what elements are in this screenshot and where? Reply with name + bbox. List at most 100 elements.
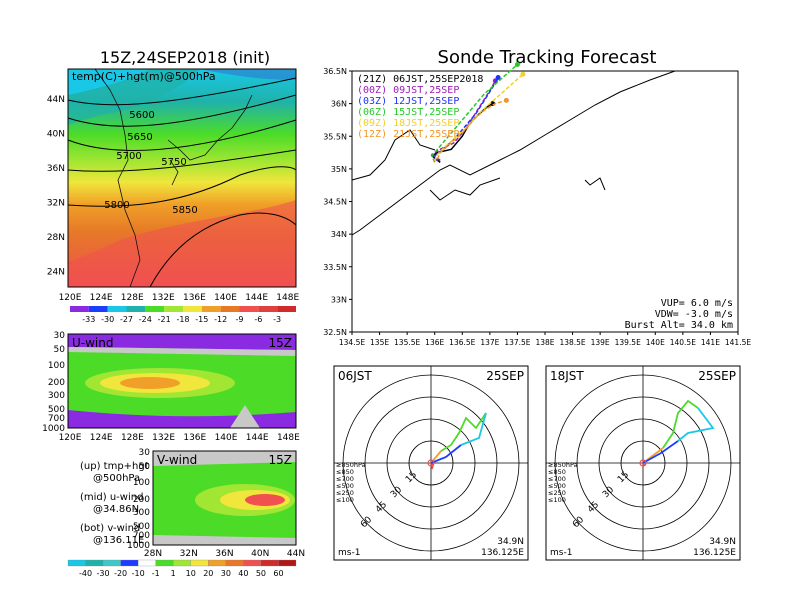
track-legend-entry: (03Z) 12JST,25SEP [357, 96, 459, 107]
colorbar-tick: -21 [158, 315, 171, 324]
tracking-y-ticks: 36.5N 36N 35.5N 35N 34.5N 34N 33.5N 33N 32.5N [323, 67, 352, 337]
x-tick-label: 140E [646, 338, 665, 347]
colorbar-swatch [70, 306, 89, 312]
temp-map-y-ticks: 44N 40N 36N 32N 28N 24N [47, 95, 65, 278]
u-wind-gray-band [68, 347, 296, 356]
track-legend-entry: (21Z) 06JST,25SEP2018 [357, 74, 483, 85]
warm-region [68, 200, 296, 287]
colorbar-swatch [277, 306, 296, 312]
colorbar-swatch [278, 559, 297, 567]
colorbar-swatch [102, 559, 121, 567]
y-tick-label: 50 [139, 462, 151, 472]
hodograph-level: ≤700 [548, 475, 566, 483]
tracking-panel: (21Z) 06JST,25SEP2018(00Z) 09JST,25SEP(0… [323, 61, 751, 347]
colorbar-tick: -40 [79, 569, 92, 578]
colorbar-swatch [145, 306, 165, 312]
hodograph-level: ≤500 [548, 482, 566, 490]
colorbar-swatch [208, 559, 226, 567]
hodograph-level: ≤700 [336, 475, 354, 483]
y-tick-label: 500 [133, 522, 150, 532]
y-tick-label: 32.5N [323, 328, 347, 337]
colorbar-swatch [225, 559, 244, 567]
y-tick-label: 33.5N [323, 263, 347, 272]
colorbar-swatch [155, 559, 174, 567]
track-legend: (21Z) 06JST,25SEP2018(00Z) 09JST,25SEP(0… [357, 74, 483, 140]
contour-5600 [67, 77, 297, 106]
x-tick-label: 137.5E [504, 338, 530, 347]
hodograph-level: ≤100 [548, 496, 566, 504]
colorbar-tick: -30 [97, 569, 110, 578]
hodograph-trace [642, 440, 679, 464]
x-tick-label: 128E [121, 433, 144, 443]
hodograph-level: ≥850hPa [336, 461, 366, 469]
vup-text: VUP= 6.0 m/s [661, 298, 733, 309]
coastline-honshu [351, 70, 676, 236]
contour-5750 [67, 149, 297, 172]
v-wind-panel: V-wind 15Z 28N 32N 36N 40N 44N 30 50 100 200 300… [127, 448, 305, 559]
wind-colorbar: -40 -30 -20 -10 -1 1 10 20 30 40 50 60 [67, 559, 297, 578]
x-tick-label: 144E [246, 433, 269, 443]
contour-label: 5750 [161, 157, 186, 168]
x-tick-label: 124E [90, 293, 113, 303]
track-endpoint [503, 97, 509, 103]
hodograph-level: ≤100 [336, 496, 354, 504]
y-tick-label: 30 [139, 448, 151, 458]
colorbar-tick: -18 [176, 315, 189, 324]
colorbar-tick: -1 [152, 569, 160, 578]
coldest-region [68, 69, 150, 95]
v-wind-label: V-wind [157, 453, 197, 467]
colorbar-swatch [260, 559, 279, 567]
note-bot: (bot) v-wind [80, 523, 140, 534]
colorbar-swatch [67, 559, 86, 567]
vdw-text: VDW= -3.0 m/s [655, 309, 733, 320]
colorbar-swatch [243, 559, 262, 567]
colorbar-tick: -24 [139, 315, 152, 324]
colorbar-tick: 1 [171, 569, 176, 578]
panel-notes: (up) tmp+hgt @500hPa (mid) u-wind @34.86… [80, 461, 149, 546]
colorbar-tick: -33 [82, 315, 95, 324]
y-tick-label: 36N [331, 100, 347, 109]
colorbar-swatch [190, 559, 209, 567]
hodograph-trace [662, 399, 699, 449]
hodograph-level: ≤850 [336, 468, 354, 476]
x-tick-label: 132E [152, 293, 175, 303]
hodograph-origin [639, 459, 647, 467]
track-legend-entry: (06Z) 15JST,25SEP [357, 107, 459, 118]
track-endpoint [495, 75, 501, 81]
hodograph-level: ≤500 [336, 482, 354, 490]
x-tick-label: 132E [152, 433, 175, 443]
y-tick-label: 200 [133, 495, 150, 505]
v-wind-gray-band [153, 451, 296, 466]
hodograph-level: ≥850hPa [548, 461, 578, 469]
colorbar-tick: -3 [273, 315, 281, 324]
y-tick-label: 200 [48, 378, 65, 388]
hodograph-date: 25SEP [698, 369, 736, 383]
note-up: (up) tmp+hgt [80, 461, 149, 472]
temp-map-x-ticks: 120E 124E 128E 132E 136E 140E 144E 148E [59, 293, 300, 303]
y-tick-label: 300 [48, 391, 65, 401]
y-tick-label: 700 [48, 414, 65, 424]
x-tick-label: 141E [701, 338, 720, 347]
y-tick-label: 100 [133, 478, 150, 488]
u-wind-label: U-wind [72, 336, 113, 350]
y-tick-label: 50 [54, 345, 66, 355]
hodograph-lat: 34.9N [709, 537, 736, 547]
x-tick-label: 135.5E [394, 338, 420, 347]
burst-text: Burst Alt= 34.0 km [625, 320, 733, 331]
colorbar-tick: 20 [203, 569, 213, 578]
colorbar-tick: -27 [120, 315, 133, 324]
track-legend-entry: (09Z) 18JST,25SEP [357, 118, 459, 129]
x-tick-label: 148E [276, 293, 299, 303]
x-tick-label: 44N [287, 549, 305, 559]
track-line [436, 99, 507, 160]
temp-map-frame [67, 68, 297, 288]
y-tick-label: 35.5N [323, 132, 347, 141]
colorbar-tick: 40 [238, 569, 248, 578]
y-tick-label: 35N [331, 165, 347, 174]
y-tick-label: 34.5N [323, 198, 347, 207]
y-tick-label: 44N [47, 95, 65, 105]
x-tick-label: 139.5E [615, 338, 641, 347]
hodograph-trace [440, 412, 487, 452]
